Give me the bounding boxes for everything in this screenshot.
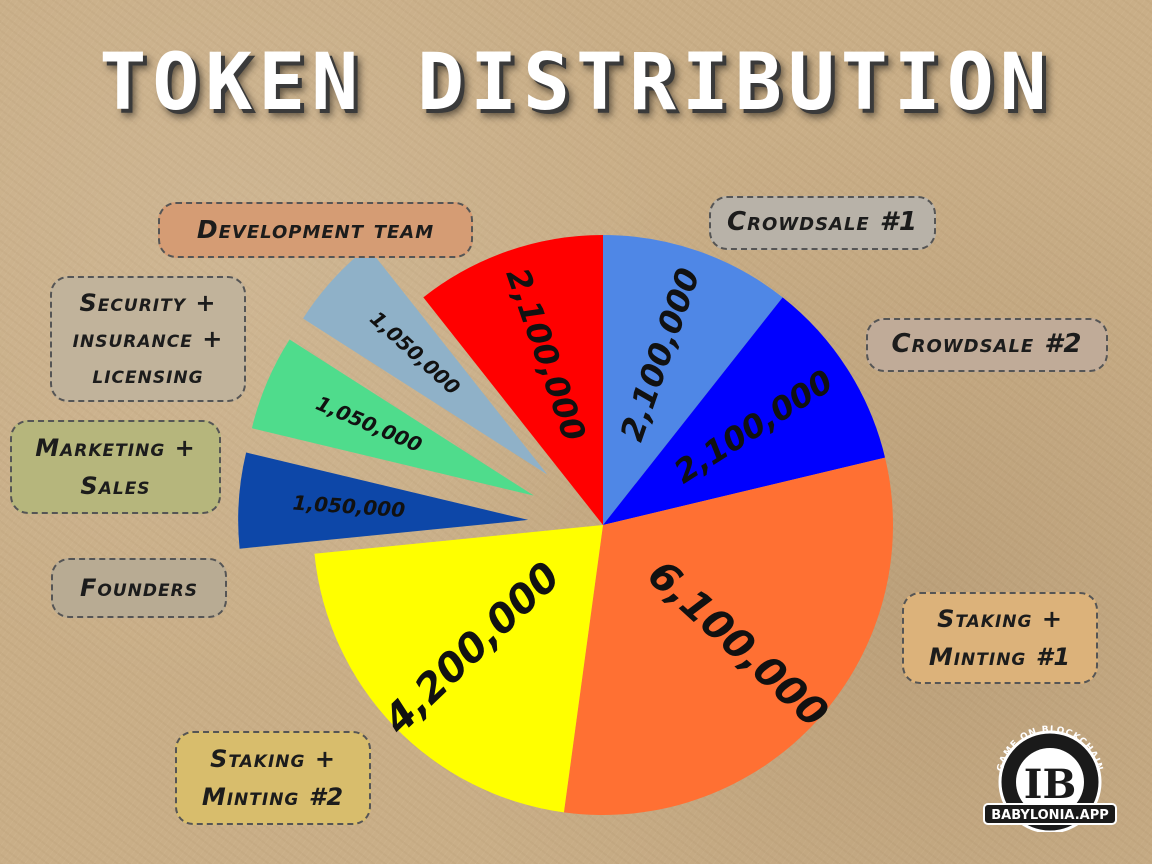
pie-slice-founders — [238, 452, 529, 549]
pie-slice-crowdsale-2 — [603, 297, 886, 525]
pie-slice-development-team — [423, 235, 603, 525]
legend-box-staking-minting-1: Staking + Minting #1 — [902, 592, 1098, 684]
pie-slice-security-insurance-licensing — [303, 247, 548, 475]
legend-box-security: Security + insurance + licensing — [50, 276, 246, 402]
legend-box-development-team: Development team — [158, 202, 473, 258]
pie-slice-staking-minting-1 — [563, 457, 893, 815]
legend-label-staking-1-line1: Staking + — [937, 604, 1063, 633]
pie-slice-staking-minting-2 — [314, 525, 603, 813]
legend-box-crowdsale-1: Crowdsale #1 — [709, 196, 936, 250]
legend-box-marketing-sales: Marketing + Sales — [10, 420, 221, 514]
pie-slice-crowdsale-1 — [603, 235, 783, 525]
legend-label-security-line1: Security + — [79, 289, 217, 317]
babylonia-logo: GAME ON BLOCKCHAIN IB BABYLONIA.APP — [983, 725, 1117, 832]
legend-label-staking-2-line2: Minting #2 — [201, 783, 345, 811]
logo-banner-text: BABYLONIA.APP — [991, 808, 1109, 823]
legend-label-security-line3: licensing — [92, 361, 204, 389]
legend-label-staking-2-line1: Staking + — [210, 744, 336, 773]
legend-box-crowdsale-2: Crowdsale #2 — [866, 318, 1108, 372]
logo-monogram: IB — [1024, 761, 1077, 808]
legend-label-crowdsale-2: Crowdsale #2 — [891, 329, 1083, 360]
legend-label-marketing-line2: Sales — [80, 472, 151, 500]
legend-label-founders: Founders — [80, 573, 198, 602]
legend-label-security-line2: insurance + — [72, 325, 224, 353]
legend-box-founders: Founders — [51, 558, 227, 618]
pie-slice-marketing-sales — [251, 339, 534, 496]
legend-label-staking-1-line2: Minting #1 — [928, 643, 1072, 671]
pie-slices — [238, 235, 893, 815]
legend-label-marketing-line1: Marketing + — [35, 433, 196, 462]
legend-label-crowdsale-1: Crowdsale #1 — [727, 207, 918, 238]
legend-box-staking-minting-2: Staking + Minting #2 — [175, 731, 371, 825]
legend-label-development-team: Development team — [196, 215, 435, 244]
page-title: TOKEN DISTRIBUTION — [99, 38, 1053, 128]
